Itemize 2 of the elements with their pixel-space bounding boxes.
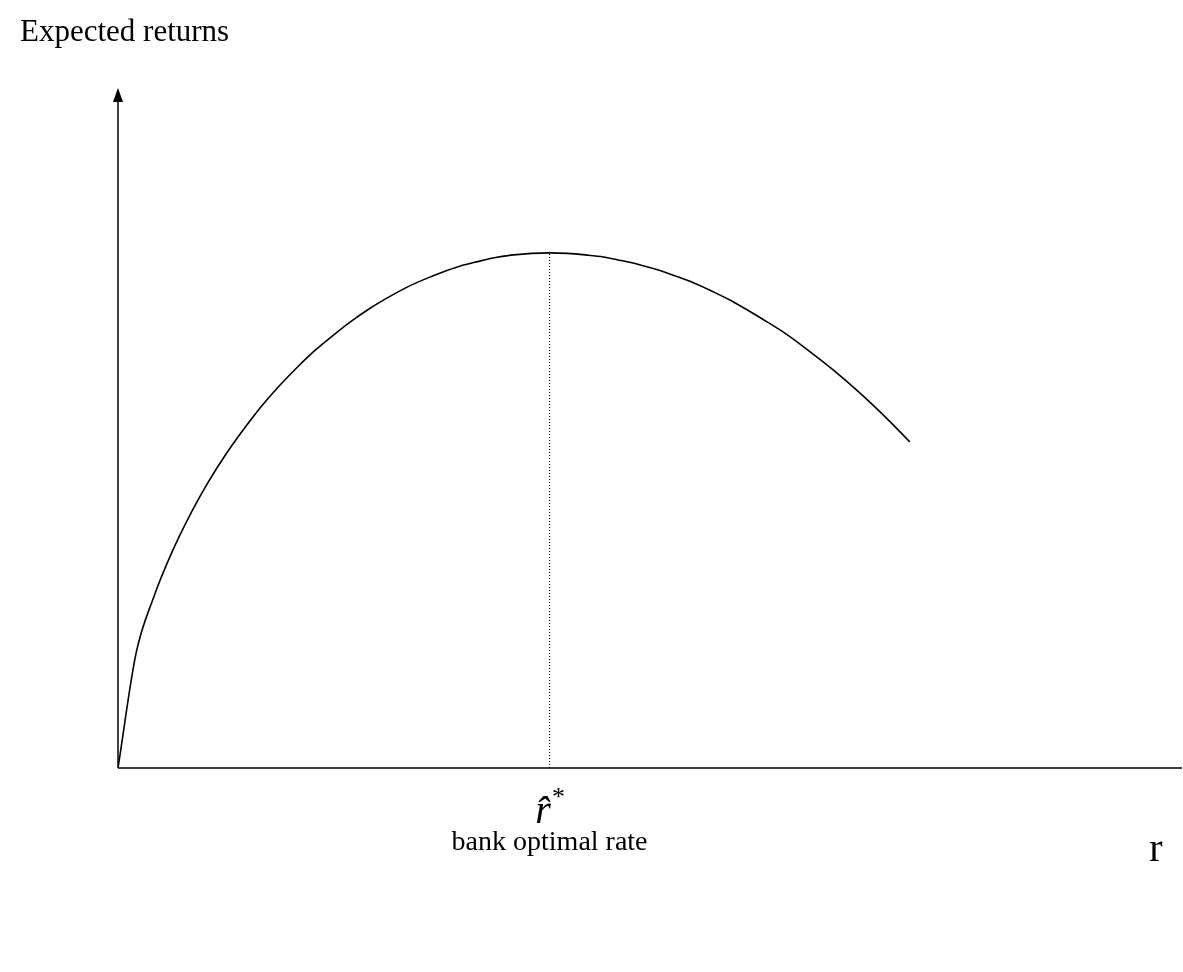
text: Expected returns — [20, 13, 230, 48]
text: r — [1149, 825, 1163, 870]
